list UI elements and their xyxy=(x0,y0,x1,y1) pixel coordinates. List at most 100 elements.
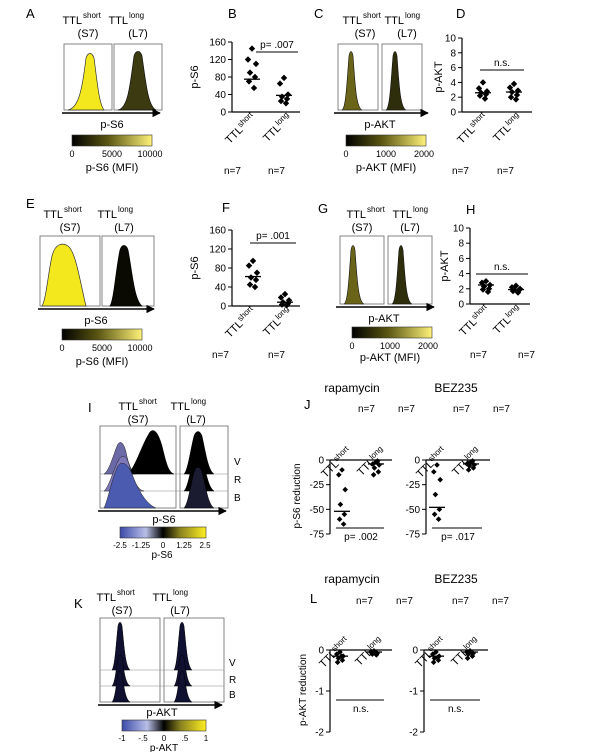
data-point-f-0-2 xyxy=(253,269,261,276)
subtitle-l-1: BEZ235 xyxy=(434,572,478,586)
cb-label-a: p-S6 (MFI) xyxy=(86,162,139,174)
histogram-short-k-b xyxy=(111,670,131,703)
data-point-j-1-1-1 xyxy=(465,460,471,466)
y-tick-label-f-4: 160 xyxy=(209,226,226,237)
data-point-j-0-1-6 xyxy=(374,458,381,464)
data-point-b-1-5 xyxy=(277,97,285,105)
label-ttl-long-a: TTL xyxy=(108,15,128,27)
n-label-b-0: n=7 xyxy=(224,166,241,177)
subtitle-j-0: rapamycin xyxy=(324,381,379,395)
y-tick-label-l-1-1: -1 xyxy=(409,687,418,698)
y-tick-label-h-4: 8 xyxy=(458,239,464,250)
y-tick-label-j-0-0: 0 xyxy=(318,456,324,467)
data-point-d-1-1 xyxy=(506,84,514,91)
data-point-j-0-1-3 xyxy=(371,465,378,471)
cb-tick-g-2: 2000 xyxy=(418,341,438,351)
histogram-long-k-r xyxy=(173,654,193,687)
data-point-j-1-0-0 xyxy=(434,462,440,468)
category-label-h-0-sup: short xyxy=(470,302,489,321)
histogram-long-g xyxy=(391,245,413,305)
y-tick-label-l-1-0: 0 xyxy=(412,646,418,657)
category-label-h-1: TTLlong xyxy=(490,302,524,336)
n-label-d-1: n=7 xyxy=(497,166,514,177)
data-point-b-0-2 xyxy=(252,60,260,68)
category-label-l-1-1-sup: long xyxy=(462,634,479,651)
cb-tick-g-1: 1000 xyxy=(380,341,400,351)
data-point-j-0-1-4 xyxy=(375,469,382,475)
data-point-d-0-0 xyxy=(479,79,487,86)
data-point-j-1-1-6 xyxy=(469,458,476,464)
y-tick-label-f-2: 80 xyxy=(215,264,227,275)
histogram-long-e xyxy=(109,245,144,307)
cb-tick-i-0: -2.5 xyxy=(113,541,127,550)
significance-label-d: n.s. xyxy=(494,58,510,69)
label-ttl-short-k: TTL xyxy=(96,592,116,604)
panel-g: G TTL short (S7) TTL long (L7) p-AKT 0 1… xyxy=(318,201,438,364)
y-tick-label-b-2: 80 xyxy=(215,73,227,84)
panel-letter-l: L xyxy=(310,591,317,606)
y-tick-label-d-0: 0 xyxy=(450,108,456,119)
data-point-j-0-0-6 xyxy=(340,521,347,527)
cb-tick-k-1: -.5 xyxy=(138,734,148,743)
panel-letter-c: C xyxy=(314,6,323,21)
data-point-f-0-4 xyxy=(252,276,260,284)
label-ttl-short-sup-i: short xyxy=(139,397,158,406)
histogram-box-long-c xyxy=(381,43,423,111)
data-point-f-0-0 xyxy=(249,257,257,265)
significance-label-b: p= .007 xyxy=(260,40,294,51)
category-label-d-1-sup: long xyxy=(504,110,521,127)
significance-label-j-0: p= .002 xyxy=(344,532,378,543)
panel-letter-k: K xyxy=(74,596,83,611)
cb-tick-a-1: 5000 xyxy=(102,149,122,159)
data-point-j-0-0-5 xyxy=(336,516,343,522)
cb-label-e: p-S6 (MFI) xyxy=(76,356,129,368)
data-point-d-0-2 xyxy=(483,88,491,95)
y-tick-label-b-3: 120 xyxy=(209,55,226,66)
data-point-f-0-3 xyxy=(247,274,255,281)
axis-label-a: p-S6 xyxy=(100,119,123,131)
y-axis-label-j: p-S6 reduction xyxy=(292,463,303,528)
cb-tick-i-1: -1.25 xyxy=(132,541,151,550)
n-label-j-0-0: n=7 xyxy=(358,404,375,415)
n-label-f-1: n=7 xyxy=(268,350,285,361)
data-point-j-1-0-2 xyxy=(437,476,443,483)
cb-tick-a-2: 10000 xyxy=(137,149,162,159)
y-axis-label-h: p-AKT xyxy=(439,250,451,281)
panel-letter-d: D xyxy=(456,6,465,21)
label-ttl-short-sup-g: short xyxy=(367,205,386,214)
category-label-d-0-sup: short xyxy=(468,110,487,129)
subtitle-l-0: rapamycin xyxy=(324,572,379,586)
cb-tick-i-2: 0 xyxy=(161,541,166,550)
category-label-b-0: TTLshort xyxy=(222,110,259,147)
y-tick-label-l-0-0: 0 xyxy=(318,646,324,657)
label-s7-a: (S7) xyxy=(78,28,99,40)
n-label-f-0: n=7 xyxy=(212,350,229,361)
y-axis-label-l: p-AKT reduction xyxy=(298,654,309,726)
label-ttl-short-sup-k: short xyxy=(117,588,136,597)
axis-label-k: p-AKT xyxy=(146,707,177,719)
row-label-i-v: V xyxy=(234,457,241,468)
label-ttl-long-k: TTL xyxy=(152,592,172,604)
data-point-f-1-0 xyxy=(281,290,289,298)
cb-label-i: p-S6 xyxy=(151,550,173,561)
category-label-j-1-1-sup: long xyxy=(463,444,480,461)
data-point-j-1-1-4 xyxy=(470,465,477,471)
y-tick-label-j-1-3: -75 xyxy=(406,530,421,541)
data-point-b-0-1 xyxy=(244,56,252,63)
data-point-f-1-1 xyxy=(277,294,285,301)
cb-tick-c-1: 1000 xyxy=(376,149,396,159)
cb-tick-g-0: 0 xyxy=(349,341,354,351)
significance-label-h: n.s. xyxy=(494,262,510,273)
category-label-j-1-1: TTLlong xyxy=(449,444,483,478)
category-label-b-1-sup: long xyxy=(274,110,291,127)
data-point-l-1-0-6 xyxy=(434,654,441,661)
cb-tick-k-4: 1 xyxy=(204,734,209,743)
n-label-b-1: n=7 xyxy=(268,166,285,177)
cb-tick-e-0: 0 xyxy=(59,343,64,353)
n-label-d-0: n=7 xyxy=(452,166,469,177)
histogram-short-g xyxy=(343,245,365,305)
histogram-long-a xyxy=(117,51,157,111)
label-ttl-long-sup-c: long xyxy=(405,11,420,20)
histogram-short-k-v xyxy=(111,622,131,671)
label-ttl-short-c: TTL xyxy=(342,15,362,27)
